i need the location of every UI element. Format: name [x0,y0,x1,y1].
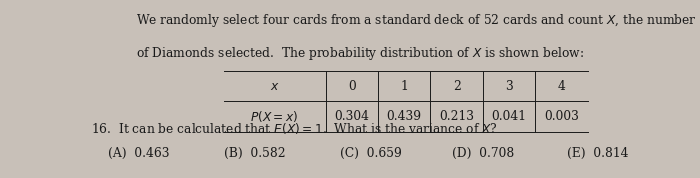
Text: (A)  0.463: (A) 0.463 [108,147,170,160]
Text: 0.304: 0.304 [334,110,370,123]
Text: 16.  It can be calculated that $E(X) = 1$.  What is the variance of $X$?: 16. It can be calculated that $E(X) = 1$… [91,121,498,136]
Text: 3: 3 [505,80,513,93]
Text: $P(X = x)$: $P(X = x)$ [251,109,299,124]
Text: 0.213: 0.213 [439,110,474,123]
Text: 0.003: 0.003 [545,110,579,123]
Text: (D)  0.708: (D) 0.708 [452,147,514,160]
Text: 4: 4 [558,80,566,93]
Text: $x$: $x$ [270,80,279,93]
Text: 2: 2 [453,80,461,93]
Text: 0: 0 [348,80,356,93]
Text: (B)  0.582: (B) 0.582 [224,147,286,160]
Text: (C)  0.659: (C) 0.659 [340,147,401,160]
Text: (E)  0.814: (E) 0.814 [567,147,629,160]
Text: 0.041: 0.041 [491,110,526,123]
Text: We randomly select four cards from a standard deck of 52 cards and count $X$, th: We randomly select four cards from a sta… [136,12,697,30]
Text: 0.439: 0.439 [386,110,422,123]
Text: 1: 1 [400,80,408,93]
Text: of Diamonds selected.  The probability distribution of $X$ is shown below:: of Diamonds selected. The probability di… [136,44,584,62]
